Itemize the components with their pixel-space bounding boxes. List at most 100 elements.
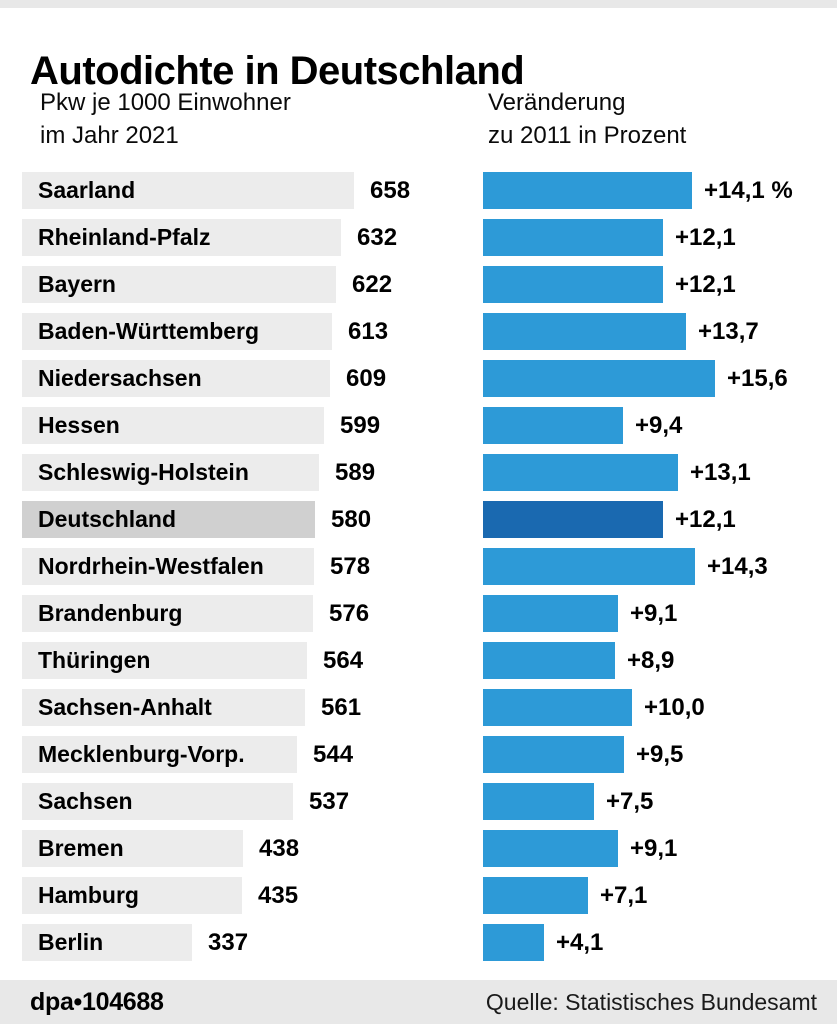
chart-row: Bremen 438 +9,1 [0,825,837,872]
pct-change-bar [483,407,623,444]
pct-change-bar [483,689,632,726]
region-value: 544 [313,741,354,768]
region-label: Mecklenburg-Vorp. [38,741,245,767]
region-label: Bayern [38,271,116,297]
pct-change-bar [483,642,615,679]
chart-row: Mecklenburg-Vorp. 544 +9,5 [0,731,837,778]
region-label: Saarland [38,177,136,203]
region-label: Sachsen-Anhalt [38,694,212,720]
region-value: 564 [323,647,364,674]
region-value-bar: Rheinland-Pfalz [22,219,341,256]
pct-change-label: +9,1 [630,600,678,627]
region-label: Hamburg [38,882,139,908]
pct-change-bar [483,736,624,773]
region-value-bar: Bremen [22,830,243,867]
chart-row: Rheinland-Pfalz 632 +12,1 [0,214,837,261]
pct-change-bar [483,924,544,961]
region-label: Schleswig-Holstein [38,459,249,485]
region-label: Hessen [38,412,120,438]
page-title: Autodichte in Deutschland [30,48,525,93]
region-value: 578 [330,553,371,580]
region-label: Sachsen [38,788,133,814]
pct-change-bar [483,877,588,914]
right-column-header-line1: Veränderung [488,89,626,116]
region-value: 435 [258,882,299,909]
pct-change-label: +10,0 [644,694,705,721]
chart-row: Sachsen-Anhalt 561 +10,0 [0,684,837,731]
chart-row: Sachsen 537 +7,5 [0,778,837,825]
region-value-bar: Bayern [22,266,336,303]
region-label: Niedersachsen [38,365,202,391]
pct-change-label: +8,9 [627,647,675,674]
chart-row: Nordrhein-Westfalen 578 +14,3 [0,543,837,590]
pct-change-bar [483,219,663,256]
pct-change-label: +9,4 [635,412,683,439]
pct-change-bar [483,454,678,491]
region-value: 580 [331,506,372,533]
pct-change-bar [483,313,686,350]
pct-change-bar [483,548,695,585]
region-value-bar: Mecklenburg-Vorp. [22,736,297,773]
right-column-header-line2: zu 2011 in Prozent [488,122,687,149]
pct-change-label: +9,1 [630,835,678,862]
region-label: Thüringen [38,647,151,673]
chart-row: Hessen 599 +9,4 [0,402,837,449]
region-value: 613 [348,318,389,345]
chart-rows: Saarland 658 +14,1 % Rheinland-Pfalz 632… [0,167,837,966]
pct-change-bar [483,360,715,397]
region-value-bar: Schleswig-Holstein [22,454,319,491]
region-value: 658 [370,177,411,204]
region-value: 589 [335,459,376,486]
pct-change-label: +9,5 [636,741,684,768]
region-value-bar: Brandenburg [22,595,313,632]
chart-row: Thüringen 564 +8,9 [0,637,837,684]
left-column-header-line2: im Jahr 2021 [40,122,179,149]
pct-change-label: +7,5 [606,788,654,815]
region-label: Bremen [38,835,124,861]
region-value-bar: Niedersachsen [22,360,330,397]
region-value-bar: Sachsen-Anhalt [22,689,305,726]
region-value: 561 [321,694,362,721]
region-value: 599 [340,412,381,439]
pct-change-label: +14,1 % [704,177,793,204]
region-value: 622 [352,271,393,298]
region-value-bar: Hamburg [22,877,242,914]
chart-row: Baden-Württemberg 613 +13,7 [0,308,837,355]
pct-change-bar [483,172,692,209]
left-column-header: Pkw je 1000 Einwohner im Jahr 2021 [40,86,291,152]
region-value-bar: Saarland [22,172,354,209]
region-label: Berlin [38,929,104,955]
chart-row: Hamburg 435 +7,1 [0,872,837,919]
region-value-bar: Baden-Württemberg [22,313,332,350]
region-value-bar: Sachsen [22,783,293,820]
chart-row: Niedersachsen 609 +15,6 [0,355,837,402]
region-label: Baden-Württemberg [38,318,260,344]
region-value: 632 [357,224,398,251]
chart-row: Deutschland 580 +12,1 [0,496,837,543]
left-column-header-line1: Pkw je 1000 Einwohner [40,89,291,116]
pct-change-label: +12,1 [675,224,736,251]
chart-row: Berlin 337 +4,1 [0,919,837,966]
region-value: 337 [208,929,249,956]
pct-change-bar [483,783,594,820]
region-value: 438 [259,835,300,862]
region-label: Brandenburg [38,600,183,626]
right-column-header: Veränderung zu 2011 in Prozent [488,86,686,152]
pct-change-label: +13,1 [690,459,751,486]
region-value-bar: Hessen [22,407,324,444]
region-value-bar: Berlin [22,924,192,961]
region-value-bar: Nordrhein-Westfalen [22,548,314,585]
pct-change-label: +12,1 [675,271,736,298]
pct-change-label: +15,6 [727,365,788,392]
chart-row: Bayern 622 +12,1 [0,261,837,308]
region-label: Deutschland [38,506,177,532]
pct-change-label: +13,7 [698,318,759,345]
pct-change-bar [483,595,618,632]
region-value-bar: Thüringen [22,642,307,679]
source-note: Quelle: Statistisches Bundesamt [485,989,817,1015]
top-strip [0,0,837,8]
region-label: Nordrhein-Westfalen [38,553,264,579]
region-value-bar: Deutschland [22,501,315,538]
region-label: Rheinland-Pfalz [38,224,211,250]
footer-strip: dpa•104688 Quelle: Statistisches Bundesa… [0,980,837,1024]
